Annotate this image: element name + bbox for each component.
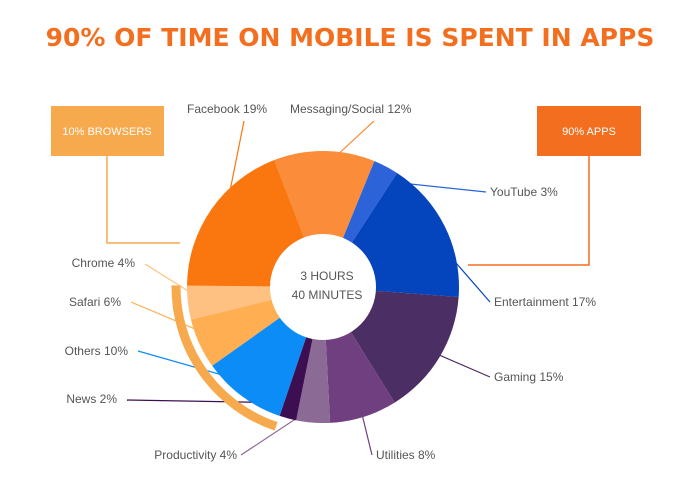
label-news: News 2%	[66, 392, 117, 406]
center-label-line-1: 3 HOURS	[300, 269, 353, 283]
label-gaming: Gaming 15%	[494, 370, 564, 384]
label-productivity: Productivity 4%	[154, 448, 237, 462]
chart-title: 90% OF TIME ON MOBILE IS SPENT IN APPS	[46, 23, 655, 52]
label-messaging-social: Messaging/Social 12%	[290, 102, 412, 116]
apps-group-label: 90% APPS	[562, 126, 616, 138]
label-chrome: Chrome 4%	[72, 256, 136, 270]
label-utilities: Utilities 8%	[376, 448, 436, 462]
group-boxes: 10% BROWSERS 90% APPS	[51, 106, 641, 156]
browsers-connector	[106, 156, 180, 244]
apps-group-box	[537, 106, 641, 156]
apps-connector	[468, 156, 590, 266]
center-hole: 3 HOURS 40 MINUTES	[270, 234, 376, 340]
label-safari: Safari 6%	[69, 295, 121, 309]
browsers-group-box	[51, 106, 164, 156]
slice-labels: Messaging/Social 12% YouTube 3% Entertainm…	[65, 102, 597, 462]
slice-messaging-social	[274, 151, 375, 287]
outer-ring	[171, 285, 278, 431]
label-facebook: Facebook 19%	[187, 102, 267, 116]
ring-10-browsers	[171, 285, 278, 431]
label-entertainment: Entertainment 17%	[494, 295, 596, 309]
center-label-line-2: 40 MINUTES	[292, 288, 363, 302]
label-youtube: YouTube 3%	[490, 185, 558, 199]
label-others: Others 10%	[65, 344, 129, 358]
browsers-group-label: 10% BROWSERS	[62, 126, 151, 138]
